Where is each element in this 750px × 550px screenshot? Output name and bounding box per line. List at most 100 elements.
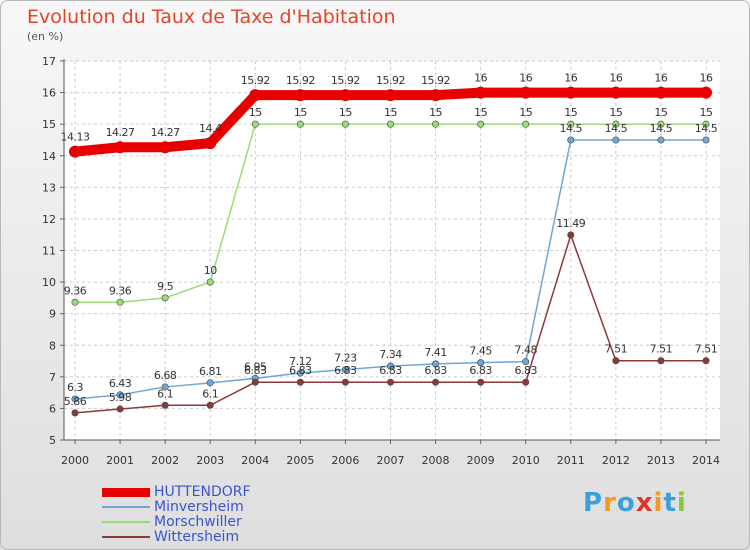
data-label: 16: [609, 72, 622, 85]
data-label: 15.92: [241, 74, 270, 87]
data-point: [519, 86, 532, 99]
data-point: [657, 136, 665, 144]
data-label: 7.48: [514, 344, 537, 357]
data-label: 6.83: [514, 364, 537, 377]
data-point: [477, 359, 485, 367]
data-label: 15: [339, 106, 352, 119]
data-label: 16: [700, 72, 713, 85]
y-tick-label: 11: [42, 245, 56, 258]
data-label: 14.27: [106, 126, 135, 139]
x-tick-label: 2014: [692, 454, 720, 467]
chart-title: Evolution du Taux de Taxe d'Habitation: [27, 6, 396, 28]
data-point: [116, 391, 124, 399]
data-label: 15.92: [421, 74, 450, 87]
data-point: [429, 89, 442, 102]
data-point: [159, 141, 172, 154]
data-label: 6.95: [244, 360, 267, 373]
data-label: 16: [654, 72, 667, 85]
x-tick-label: 2000: [61, 454, 89, 467]
data-point: [564, 86, 577, 99]
x-tick-label: 2004: [241, 454, 269, 467]
x-tick-label: 2008: [422, 454, 450, 467]
data-point: [251, 120, 259, 128]
data-label: 5.86: [64, 395, 87, 408]
data-label: 15: [564, 106, 577, 119]
data-point: [296, 120, 304, 128]
legend-label-morschwiller: Morschwiller: [154, 514, 242, 530]
data-point: [657, 357, 665, 365]
data-point: [341, 120, 349, 128]
data-point: [114, 141, 127, 154]
legend-swatch-morschwiller: [102, 521, 150, 523]
data-point: [432, 378, 440, 386]
data-label: 7.51: [605, 343, 628, 356]
data-label: 6.68: [154, 369, 177, 382]
data-label: 14.5: [695, 122, 718, 135]
data-point: [69, 145, 81, 158]
data-label: 15: [294, 106, 307, 119]
data-point: [702, 120, 710, 128]
data-point: [474, 86, 487, 99]
data-label: 6.3: [67, 381, 83, 394]
data-point: [294, 89, 307, 102]
data-point: [522, 120, 530, 128]
data-point: [341, 366, 349, 374]
data-point: [71, 395, 79, 403]
data-label: 6.43: [109, 377, 132, 390]
data-point: [386, 362, 394, 370]
data-point: [567, 120, 575, 128]
data-label: 9.36: [109, 284, 132, 297]
y-tick-label: 8: [49, 339, 56, 352]
data-label: 7.23: [334, 352, 357, 365]
unit-label: (en %): [27, 30, 64, 43]
data-point: [567, 231, 575, 239]
data-label: 15: [609, 106, 622, 119]
data-label: 11.49: [556, 217, 585, 230]
x-tick-label: 2013: [647, 454, 675, 467]
data-label: 15.92: [286, 74, 315, 87]
data-label: 15: [249, 106, 262, 119]
y-tick-label: 5: [49, 434, 56, 447]
data-label: 16: [564, 72, 577, 85]
x-tick-label: 2005: [286, 454, 314, 467]
data-label: 6.1: [202, 387, 218, 400]
data-point: [296, 369, 304, 377]
y-tick-label: 15: [42, 118, 56, 131]
data-point: [296, 378, 304, 386]
data-label: 7.51: [650, 343, 673, 356]
y-tick-label: 6: [49, 402, 56, 415]
x-tick-label: 2003: [196, 454, 224, 467]
data-point: [702, 136, 710, 144]
data-point: [161, 383, 169, 391]
data-label: 5.98: [109, 391, 132, 404]
data-label: 7.12: [289, 355, 312, 368]
legend-label-huttendorf: HUTTENDORF: [154, 484, 251, 500]
y-tick-label: 16: [42, 87, 56, 100]
data-point: [612, 120, 620, 128]
data-point: [161, 294, 169, 302]
x-tick-label: 2009: [467, 454, 495, 467]
data-point: [702, 357, 710, 365]
x-tick-label: 2012: [602, 454, 630, 467]
data-label: 7.51: [695, 343, 718, 356]
data-point: [477, 120, 485, 128]
data-point: [386, 120, 394, 128]
x-tick-label: 2006: [331, 454, 359, 467]
data-label: 6.83: [469, 364, 492, 377]
y-tick-label: 12: [42, 213, 56, 226]
legend-swatch-minversheim: [102, 506, 150, 508]
data-point: [341, 378, 349, 386]
data-point: [206, 401, 214, 409]
x-tick-label: 2011: [557, 454, 585, 467]
y-tick-label: 14: [42, 150, 56, 163]
data-label: 15: [474, 106, 487, 119]
y-tick-label: 17: [42, 55, 56, 68]
x-tick-label: 2007: [377, 454, 405, 467]
data-label: 15.92: [376, 74, 405, 87]
data-label: 14.4: [199, 122, 222, 135]
data-point: [612, 357, 620, 365]
legend-swatch-huttendorf: [102, 488, 150, 497]
data-label: 14.5: [605, 122, 628, 135]
data-point: [612, 136, 620, 144]
data-label: 14.27: [151, 126, 180, 139]
